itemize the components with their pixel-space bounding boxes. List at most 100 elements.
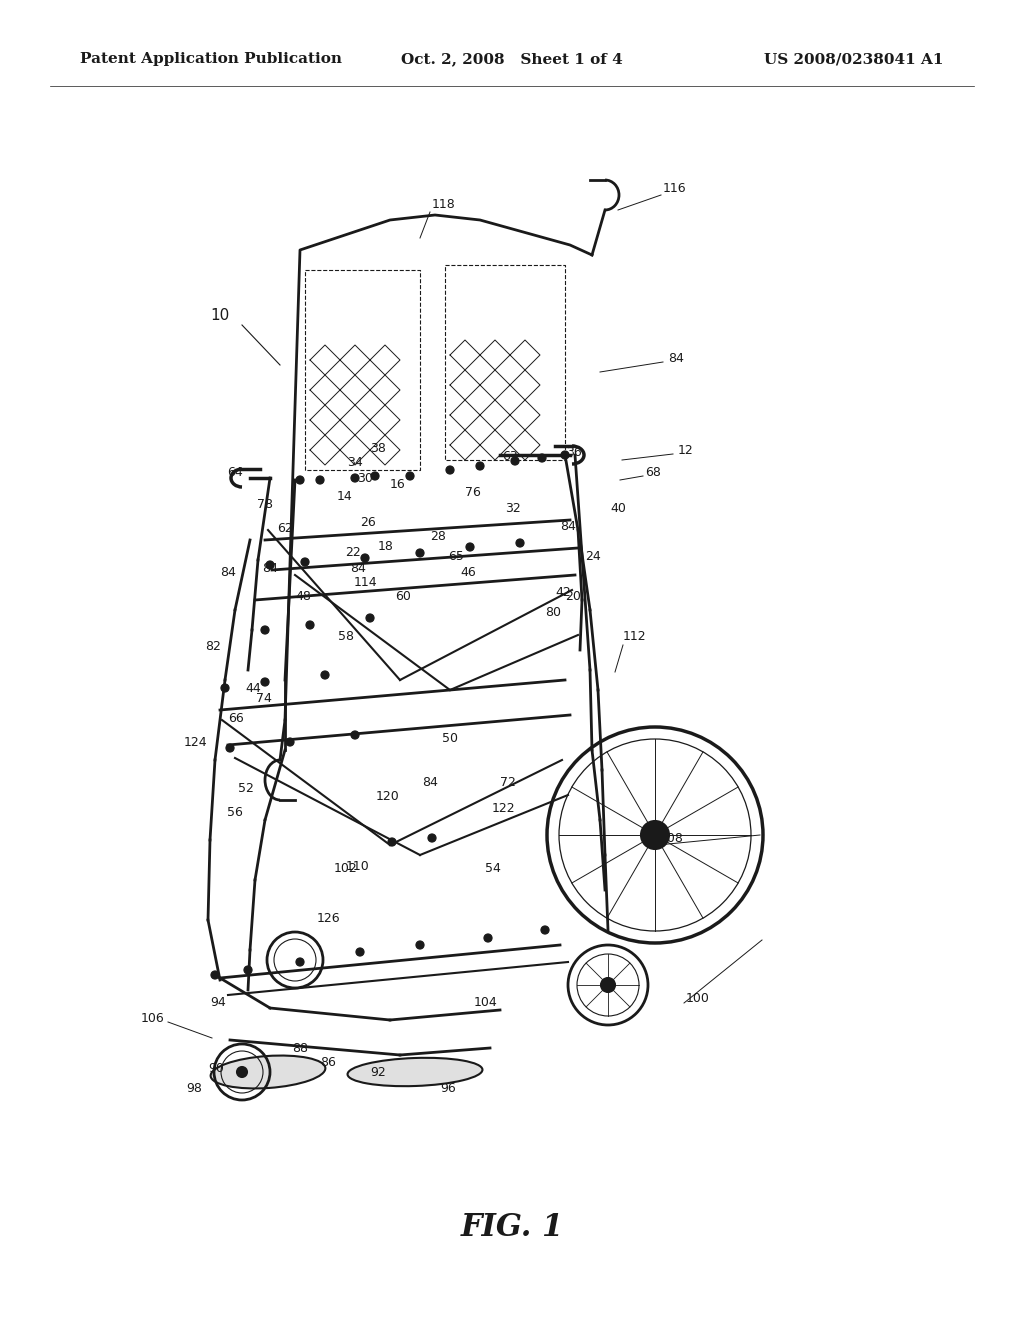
Text: 78: 78 (257, 498, 273, 511)
Circle shape (221, 684, 229, 692)
Text: 84: 84 (422, 776, 438, 788)
Text: 84: 84 (220, 565, 236, 578)
Circle shape (541, 927, 549, 935)
Text: 42: 42 (555, 586, 570, 598)
Text: 66: 66 (228, 711, 244, 725)
Circle shape (351, 731, 359, 739)
Text: 64: 64 (227, 466, 243, 479)
Text: 60: 60 (395, 590, 411, 603)
Circle shape (356, 948, 364, 956)
Text: 63: 63 (502, 450, 518, 463)
Circle shape (266, 561, 274, 569)
Text: 20: 20 (565, 590, 581, 603)
Circle shape (641, 821, 669, 849)
Text: 114: 114 (353, 576, 377, 589)
Text: FIG. 1: FIG. 1 (461, 1212, 563, 1243)
Circle shape (301, 558, 309, 566)
Circle shape (406, 473, 414, 480)
Text: 110: 110 (346, 861, 370, 874)
Text: 118: 118 (432, 198, 456, 211)
Text: Patent Application Publication: Patent Application Publication (80, 53, 342, 66)
Circle shape (261, 626, 269, 634)
Text: 104: 104 (474, 997, 498, 1010)
Text: 18: 18 (378, 540, 394, 553)
Circle shape (211, 972, 219, 979)
Text: Oct. 2, 2008   Sheet 1 of 4: Oct. 2, 2008 Sheet 1 of 4 (401, 53, 623, 66)
Text: 124: 124 (183, 737, 207, 750)
Text: 58: 58 (338, 631, 354, 644)
Text: 56: 56 (227, 807, 243, 820)
Circle shape (516, 539, 524, 546)
Text: 52: 52 (238, 781, 254, 795)
Text: 26: 26 (360, 516, 376, 528)
Text: 84: 84 (668, 351, 684, 364)
Text: 100: 100 (686, 991, 710, 1005)
Text: 65: 65 (449, 550, 464, 564)
Text: 46: 46 (460, 565, 476, 578)
Text: 86: 86 (321, 1056, 336, 1069)
Text: 14: 14 (337, 490, 353, 503)
Circle shape (371, 473, 379, 480)
Text: 12: 12 (678, 444, 693, 457)
Text: 88: 88 (292, 1041, 308, 1055)
Text: 96: 96 (440, 1081, 456, 1094)
Circle shape (561, 451, 569, 459)
Text: 112: 112 (623, 631, 646, 644)
Circle shape (226, 744, 234, 752)
Text: 94: 94 (210, 997, 226, 1010)
Circle shape (428, 834, 436, 842)
Circle shape (466, 543, 474, 550)
Text: 92: 92 (370, 1067, 386, 1080)
Circle shape (237, 1067, 247, 1077)
Text: 48: 48 (295, 590, 311, 603)
Circle shape (261, 678, 269, 686)
Text: 74: 74 (256, 692, 272, 705)
Text: 106: 106 (141, 1011, 165, 1024)
Text: 32: 32 (505, 502, 521, 515)
Circle shape (286, 738, 294, 746)
Circle shape (416, 549, 424, 557)
Text: 108: 108 (660, 832, 684, 845)
Circle shape (601, 978, 615, 993)
Text: 16: 16 (390, 478, 406, 491)
Circle shape (484, 935, 492, 942)
Circle shape (316, 477, 324, 484)
Text: 40: 40 (610, 502, 626, 515)
Text: 24: 24 (585, 550, 601, 564)
Text: 30: 30 (357, 471, 373, 484)
Circle shape (351, 474, 359, 482)
Text: 82: 82 (205, 640, 221, 653)
Text: 90: 90 (208, 1061, 224, 1074)
Text: 22: 22 (345, 545, 360, 558)
Text: 54: 54 (485, 862, 501, 874)
Circle shape (416, 941, 424, 949)
Ellipse shape (211, 1056, 326, 1089)
Text: 84: 84 (262, 561, 278, 574)
Text: 68: 68 (645, 466, 660, 479)
Ellipse shape (347, 1057, 482, 1086)
Circle shape (321, 671, 329, 678)
Text: 72: 72 (500, 776, 516, 789)
Text: 34: 34 (347, 457, 362, 470)
Text: 38: 38 (370, 441, 386, 454)
Text: 122: 122 (492, 801, 515, 814)
Circle shape (446, 466, 454, 474)
Circle shape (476, 462, 484, 470)
Text: 76: 76 (465, 487, 481, 499)
Text: 80: 80 (545, 606, 561, 619)
Circle shape (366, 614, 374, 622)
Circle shape (306, 620, 314, 630)
Circle shape (388, 838, 396, 846)
Text: 50: 50 (442, 731, 458, 744)
Circle shape (511, 457, 519, 465)
Text: 84: 84 (350, 561, 366, 574)
Text: 102: 102 (334, 862, 357, 874)
Text: 84: 84 (560, 520, 575, 533)
Circle shape (296, 477, 304, 484)
Text: 62: 62 (278, 521, 293, 535)
Text: US 2008/0238041 A1: US 2008/0238041 A1 (765, 53, 944, 66)
Text: 36: 36 (566, 446, 582, 458)
Circle shape (244, 966, 252, 974)
Text: 44: 44 (245, 681, 261, 694)
Text: 120: 120 (376, 791, 400, 804)
